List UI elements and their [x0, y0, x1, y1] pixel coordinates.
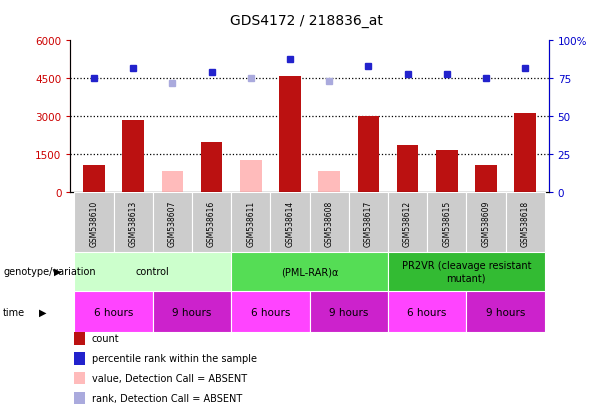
Text: GSM538608: GSM538608 — [325, 200, 333, 246]
Bar — [388, 291, 466, 332]
Text: GSM538618: GSM538618 — [520, 200, 530, 246]
Text: rank, Detection Call = ABSENT: rank, Detection Call = ABSENT — [92, 393, 242, 403]
Bar — [192, 192, 231, 252]
Bar — [201, 143, 223, 192]
Bar — [475, 166, 497, 192]
Bar — [349, 192, 388, 252]
Bar — [240, 161, 262, 192]
Bar — [279, 76, 301, 192]
Bar — [123, 121, 144, 192]
Bar — [153, 291, 231, 332]
Text: 9 hours: 9 hours — [172, 307, 211, 317]
Bar — [74, 291, 153, 332]
Bar — [436, 151, 457, 192]
Text: GDS4172 / 218836_at: GDS4172 / 218836_at — [230, 14, 383, 28]
Text: control: control — [136, 266, 170, 277]
Bar — [397, 145, 418, 192]
Bar — [466, 192, 506, 252]
Bar — [318, 172, 340, 192]
Bar — [83, 166, 105, 192]
Text: GSM538617: GSM538617 — [364, 200, 373, 246]
Text: 6 hours: 6 hours — [94, 307, 133, 317]
Text: time: time — [3, 307, 25, 317]
Text: GSM538609: GSM538609 — [481, 200, 490, 246]
Bar — [357, 116, 379, 192]
Bar — [74, 192, 113, 252]
Text: genotype/variation: genotype/variation — [3, 266, 96, 277]
Text: GSM538613: GSM538613 — [129, 200, 138, 246]
Text: value, Detection Call = ABSENT: value, Detection Call = ABSENT — [92, 373, 247, 383]
Bar — [388, 192, 427, 252]
Bar — [466, 291, 545, 332]
Text: ▶: ▶ — [39, 307, 46, 317]
Text: 6 hours: 6 hours — [408, 307, 447, 317]
Bar — [506, 192, 545, 252]
Bar — [231, 252, 388, 291]
Text: GSM538611: GSM538611 — [246, 200, 255, 246]
Text: count: count — [92, 334, 120, 344]
Bar — [153, 192, 192, 252]
Text: percentile rank within the sample: percentile rank within the sample — [92, 354, 257, 363]
Bar — [113, 192, 153, 252]
Text: GSM538612: GSM538612 — [403, 200, 412, 246]
Bar — [270, 192, 310, 252]
Bar — [388, 252, 545, 291]
Bar — [310, 192, 349, 252]
Text: 9 hours: 9 hours — [329, 307, 368, 317]
Bar — [162, 172, 183, 192]
Text: GSM538616: GSM538616 — [207, 200, 216, 246]
Text: (PML-RAR)α: (PML-RAR)α — [281, 266, 338, 277]
Bar — [231, 192, 270, 252]
Text: 6 hours: 6 hours — [251, 307, 290, 317]
Text: GSM538615: GSM538615 — [442, 200, 451, 246]
Text: ▶: ▶ — [54, 266, 61, 277]
Bar — [514, 114, 536, 192]
Text: PR2VR (cleavage resistant
mutant): PR2VR (cleavage resistant mutant) — [402, 261, 531, 282]
Bar — [310, 291, 388, 332]
Text: GSM538610: GSM538610 — [89, 200, 99, 246]
Bar — [427, 192, 466, 252]
Bar — [74, 252, 231, 291]
Text: GSM538607: GSM538607 — [168, 200, 177, 246]
Text: 9 hours: 9 hours — [486, 307, 525, 317]
Text: GSM538614: GSM538614 — [286, 200, 294, 246]
Bar — [231, 291, 310, 332]
